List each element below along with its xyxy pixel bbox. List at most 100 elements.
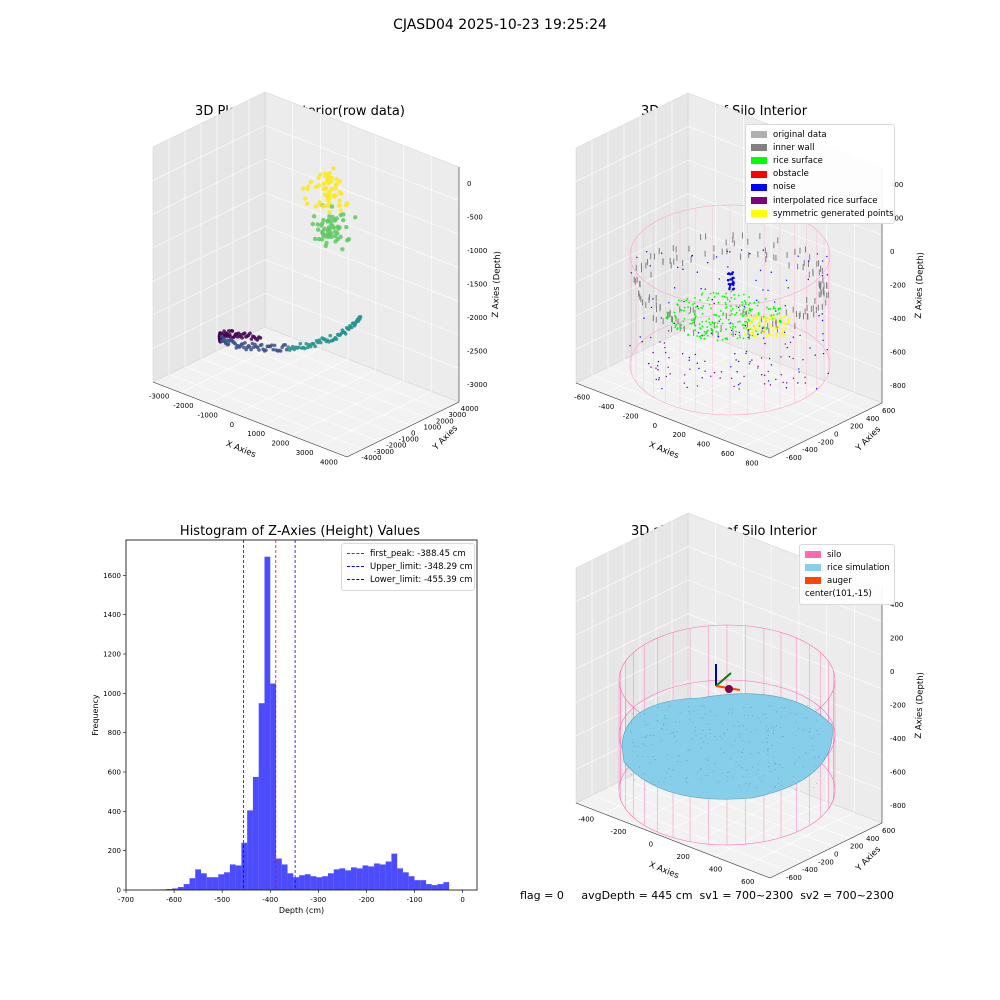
p4-surface-mesh-point — [773, 786, 775, 788]
p1-point — [320, 229, 325, 234]
p2-rice-point — [666, 317, 669, 320]
p2-inner-wall-point — [713, 245, 715, 252]
p2-inner-wall-point — [633, 276, 635, 283]
p3-histogram-bar — [229, 864, 236, 890]
p4-surface-mesh-point — [645, 737, 647, 739]
p2-noise-point — [700, 288, 702, 290]
p2-inner-wall-point — [650, 271, 652, 278]
p2-noise-point — [822, 333, 824, 335]
p1-point — [286, 345, 290, 349]
p2-rice-point — [724, 307, 727, 310]
p4-surface-mesh-point — [751, 766, 753, 768]
p1-point — [322, 186, 328, 192]
p4-surface-mesh-point — [663, 723, 665, 725]
p1-point — [313, 344, 317, 349]
p2-inner-wall-point — [815, 306, 817, 313]
p1-axes — [152, 167, 460, 458]
legend-swatch — [751, 183, 767, 191]
p2-noise-point — [737, 306, 740, 309]
p2-rice-point — [721, 295, 724, 298]
p2-rice-point — [748, 334, 751, 337]
p2-rice-point — [742, 315, 744, 318]
p4-surface-mesh-point — [689, 719, 691, 721]
p2-rice-point — [741, 304, 744, 307]
p2-inner-wall-point — [818, 269, 820, 276]
p3-histogram-bar — [408, 876, 415, 890]
p2-inner-wall-point — [806, 297, 808, 304]
p4-surface-mesh-point — [743, 706, 745, 708]
p2-rice-point — [748, 309, 751, 312]
p2-rice-point — [736, 337, 739, 340]
p4-surface-mesh-point — [706, 723, 708, 725]
p2-inner-wall-point — [747, 238, 749, 245]
p4-surface-mesh-point — [722, 733, 724, 735]
p4-surface-mesh-point — [673, 735, 675, 737]
p2-interpolated-point — [664, 346, 666, 349]
p2-noise-point — [747, 329, 750, 331]
legend-entry: silo — [805, 548, 889, 561]
p2-symmetric-point — [783, 333, 786, 336]
p1-point — [349, 325, 354, 330]
p2-symmetric-point — [763, 328, 766, 331]
p2-inner-wall-point — [659, 303, 661, 310]
p2-rice-point — [721, 338, 724, 341]
p4-y-tick: -400 — [802, 866, 818, 874]
p2-inner-wall-point — [820, 281, 822, 288]
p2-inner-wall-point — [775, 254, 777, 261]
p2-rice-point — [728, 322, 731, 325]
p2-interpolated-point — [769, 384, 772, 386]
p3-histogram-bar — [443, 882, 450, 890]
p4-surface-mesh-point — [756, 773, 758, 775]
p4-y-tick: 200 — [850, 843, 863, 851]
p2-inner-wall-point — [809, 254, 811, 261]
p4-surface-mesh-point — [815, 719, 817, 721]
p4-surface-mesh-point — [694, 730, 696, 732]
p4-surface-mesh-point — [732, 777, 734, 779]
p2-noise-point — [713, 302, 715, 305]
p4-surface-mesh-point — [686, 759, 688, 761]
p2-rice-point — [686, 298, 689, 300]
p2-inner-wall-point — [671, 326, 673, 333]
p2-inner-wall-point — [821, 267, 823, 274]
p2-rice-point — [766, 306, 768, 309]
p4-surface-mesh-point — [752, 715, 754, 717]
p2-rice-point — [715, 292, 718, 295]
p3-y-tick: 800 — [108, 729, 121, 737]
p4-surface-mesh-point — [688, 749, 690, 751]
p2-inner-wall-point — [679, 306, 681, 313]
p1-point — [332, 194, 337, 199]
p2-interpolated-point — [659, 341, 661, 343]
p1-point — [222, 336, 226, 341]
p3-histogram-bar — [322, 876, 328, 890]
p2-inner-wall-point — [797, 263, 799, 270]
p2-rice-point — [745, 320, 748, 323]
p2-rice-point — [690, 322, 693, 325]
p4-surface-mesh-point — [701, 717, 703, 719]
p2-rice-point — [677, 299, 680, 302]
p2-rice-point — [748, 296, 751, 298]
p1-point — [346, 327, 351, 332]
p2-rice-point — [738, 334, 741, 337]
p3-histogram-bar — [310, 876, 317, 890]
p4-surface-mesh-point — [770, 771, 772, 773]
p2-rice-point — [694, 324, 697, 327]
p2-inner-wall-point — [812, 305, 814, 312]
p2-rice-point — [715, 325, 718, 328]
p4-surface-mesh-point — [781, 706, 783, 708]
p2-inner-wall-point — [690, 306, 692, 313]
p2-rice-point — [701, 325, 704, 328]
p2-rice-point — [731, 328, 734, 330]
p2-rice-point — [700, 306, 702, 309]
p2-symmetric-point — [763, 324, 766, 327]
p2-inner-wall-point — [814, 297, 816, 304]
p2-noise-point — [783, 331, 786, 333]
p2-noise-point — [738, 360, 740, 363]
p4-surface-mesh-point — [664, 718, 666, 720]
p4-surface-mesh-point — [767, 761, 769, 763]
p2-interpolated-point — [739, 382, 741, 384]
p2-rice-point — [687, 334, 690, 336]
p3-x-tick: -100 — [407, 896, 423, 904]
p2-rice-point — [701, 312, 704, 315]
p1-point — [326, 181, 331, 186]
p4-surface-mesh-point — [738, 725, 740, 727]
